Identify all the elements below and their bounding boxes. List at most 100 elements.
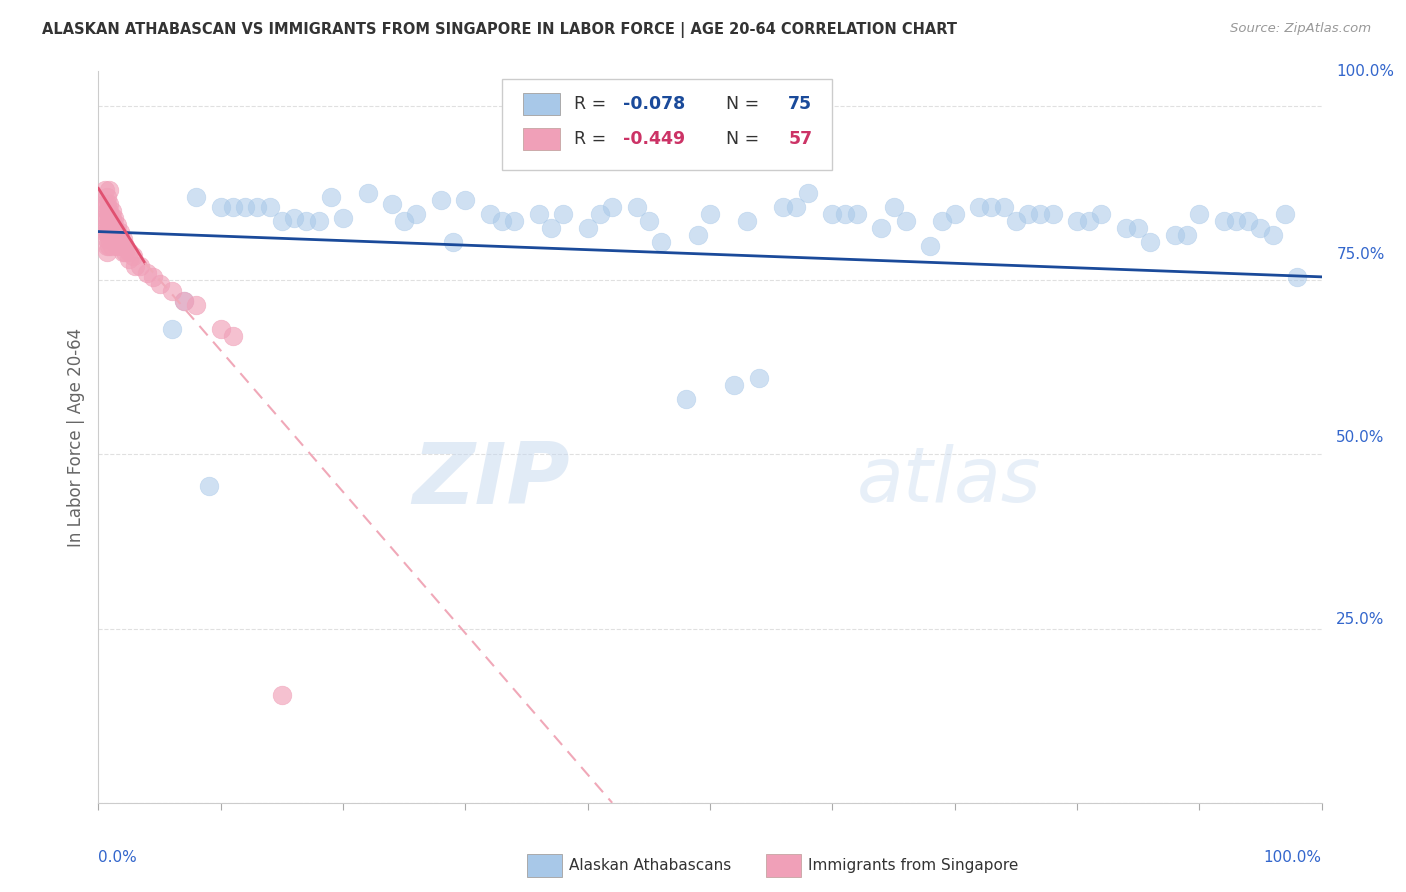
Point [1042,207,1064,221]
Point [160,284,183,298]
Point [1274,207,1296,221]
Point [129,260,152,274]
Text: 25.0%: 25.0% [1336,613,1385,627]
Point [441,235,464,249]
Point [93,196,115,211]
Point [110,225,132,239]
Point [105,231,128,245]
Point [870,221,893,235]
Point [149,277,172,291]
Point [381,196,404,211]
Point [103,225,125,239]
Point [600,200,623,214]
Point [1286,269,1309,284]
Point [637,214,661,228]
Point [118,252,141,267]
Point [540,221,562,235]
Point [93,211,115,225]
Point [197,479,219,493]
Point [626,200,648,214]
Point [98,225,121,239]
Point [332,211,354,225]
Point [491,214,513,228]
Point [98,231,121,245]
Text: -0.078: -0.078 [623,95,686,113]
Point [821,207,844,221]
Point [1261,228,1284,243]
Point [259,200,281,214]
FancyBboxPatch shape [523,128,560,151]
Point [686,228,709,243]
Point [96,190,118,204]
Point [118,245,141,260]
Point [103,231,125,245]
Point [101,218,124,232]
Point [233,200,256,214]
Point [883,200,905,214]
Point [1090,207,1112,221]
Text: 100.0%: 100.0% [1336,64,1395,78]
Point [392,214,416,228]
Point [405,207,427,221]
Point [894,214,917,228]
Point [356,186,378,201]
Point [111,245,134,260]
Point [209,200,232,214]
Text: Source: ZipAtlas.com: Source: ZipAtlas.com [1230,22,1371,36]
Point [1078,214,1101,228]
Point [943,207,966,221]
Point [920,238,942,252]
Point [209,322,232,336]
Point [96,211,118,225]
Point [1139,235,1161,249]
Point [735,214,758,228]
Point [1237,214,1260,228]
Point [93,183,115,197]
Text: 50.0%: 50.0% [1336,430,1385,444]
Point [114,238,136,252]
Point [98,238,121,252]
Point [699,207,721,221]
Point [1115,221,1137,235]
Point [101,203,124,218]
Point [98,211,121,225]
Point [308,214,330,228]
Point [98,218,121,232]
Point [1066,214,1088,228]
Point [772,200,794,214]
Point [1188,207,1211,221]
Point [96,218,118,232]
Text: R =: R = [574,95,612,113]
Point [1212,214,1234,228]
Point [136,266,159,280]
Point [993,200,1015,214]
Point [114,245,136,260]
Point [105,238,128,252]
Point [160,322,183,336]
Point [111,238,134,252]
Point [186,298,208,312]
Text: Alaskan Athabascans: Alaskan Athabascans [569,858,731,872]
Point [270,214,294,228]
Y-axis label: In Labor Force | Age 20-64: In Labor Force | Age 20-64 [67,327,86,547]
Point [576,221,599,235]
Point [101,231,124,245]
Text: ZIP: ZIP [412,440,569,523]
Text: 100.0%: 100.0% [1264,850,1322,865]
Text: N =: N = [714,95,765,113]
Point [110,231,132,245]
Point [834,207,856,221]
Point [105,225,128,239]
Point [1175,228,1198,243]
Point [93,225,115,239]
Point [124,260,146,274]
Point [96,245,118,260]
Text: 75: 75 [789,95,813,113]
Text: -0.449: -0.449 [623,130,685,148]
Point [111,231,134,245]
Point [675,392,697,406]
Point [454,193,477,207]
Point [98,196,121,211]
Point [96,238,118,252]
Point [105,218,128,232]
